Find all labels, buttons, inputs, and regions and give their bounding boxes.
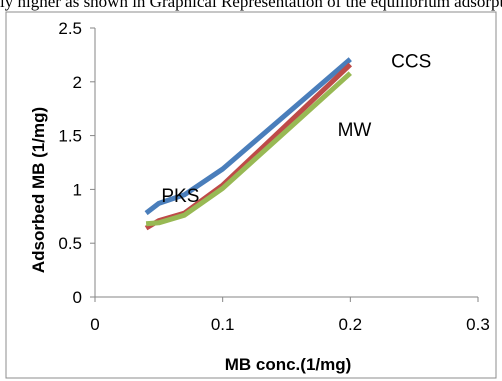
series-annotations: CCS MW PKS: [161, 51, 431, 207]
y-tick-label: 1: [73, 180, 82, 199]
chart-frame: [5, 11, 497, 379]
y-axis-title: Adsorbed MB (1/mg): [29, 107, 48, 273]
y-tick-label: 0.5: [58, 234, 82, 253]
y-tick-label: 0: [73, 288, 82, 307]
annotation-pks: PKS: [161, 186, 199, 207]
y-tick-label: 2: [73, 73, 82, 92]
x-tick-label: 0.2: [339, 315, 363, 334]
x-tick-label: 0.3: [466, 315, 490, 334]
y-tick-group: 0 0.5 1 1.5 2 2.5: [58, 19, 95, 307]
x-tick-label: 0: [90, 315, 99, 334]
annotation-ccs: CCS: [391, 51, 431, 72]
x-tick-label: 0.1: [211, 315, 235, 334]
x-axis-title: MB conc.(1/mg): [225, 355, 352, 374]
series-lines: [144, 57, 353, 231]
series-line-pks: [145, 71, 352, 227]
x-tick-group: 0 0.1 0.2 0.3: [90, 297, 490, 334]
annotation-mw: MW: [338, 120, 372, 141]
y-tick-label: 2.5: [58, 19, 82, 38]
caption-fragment: ly higher as shown in Graphical Represen…: [0, 0, 502, 11]
series-line-ccs: [144, 57, 352, 216]
y-tick-label: 1.5: [58, 127, 82, 146]
